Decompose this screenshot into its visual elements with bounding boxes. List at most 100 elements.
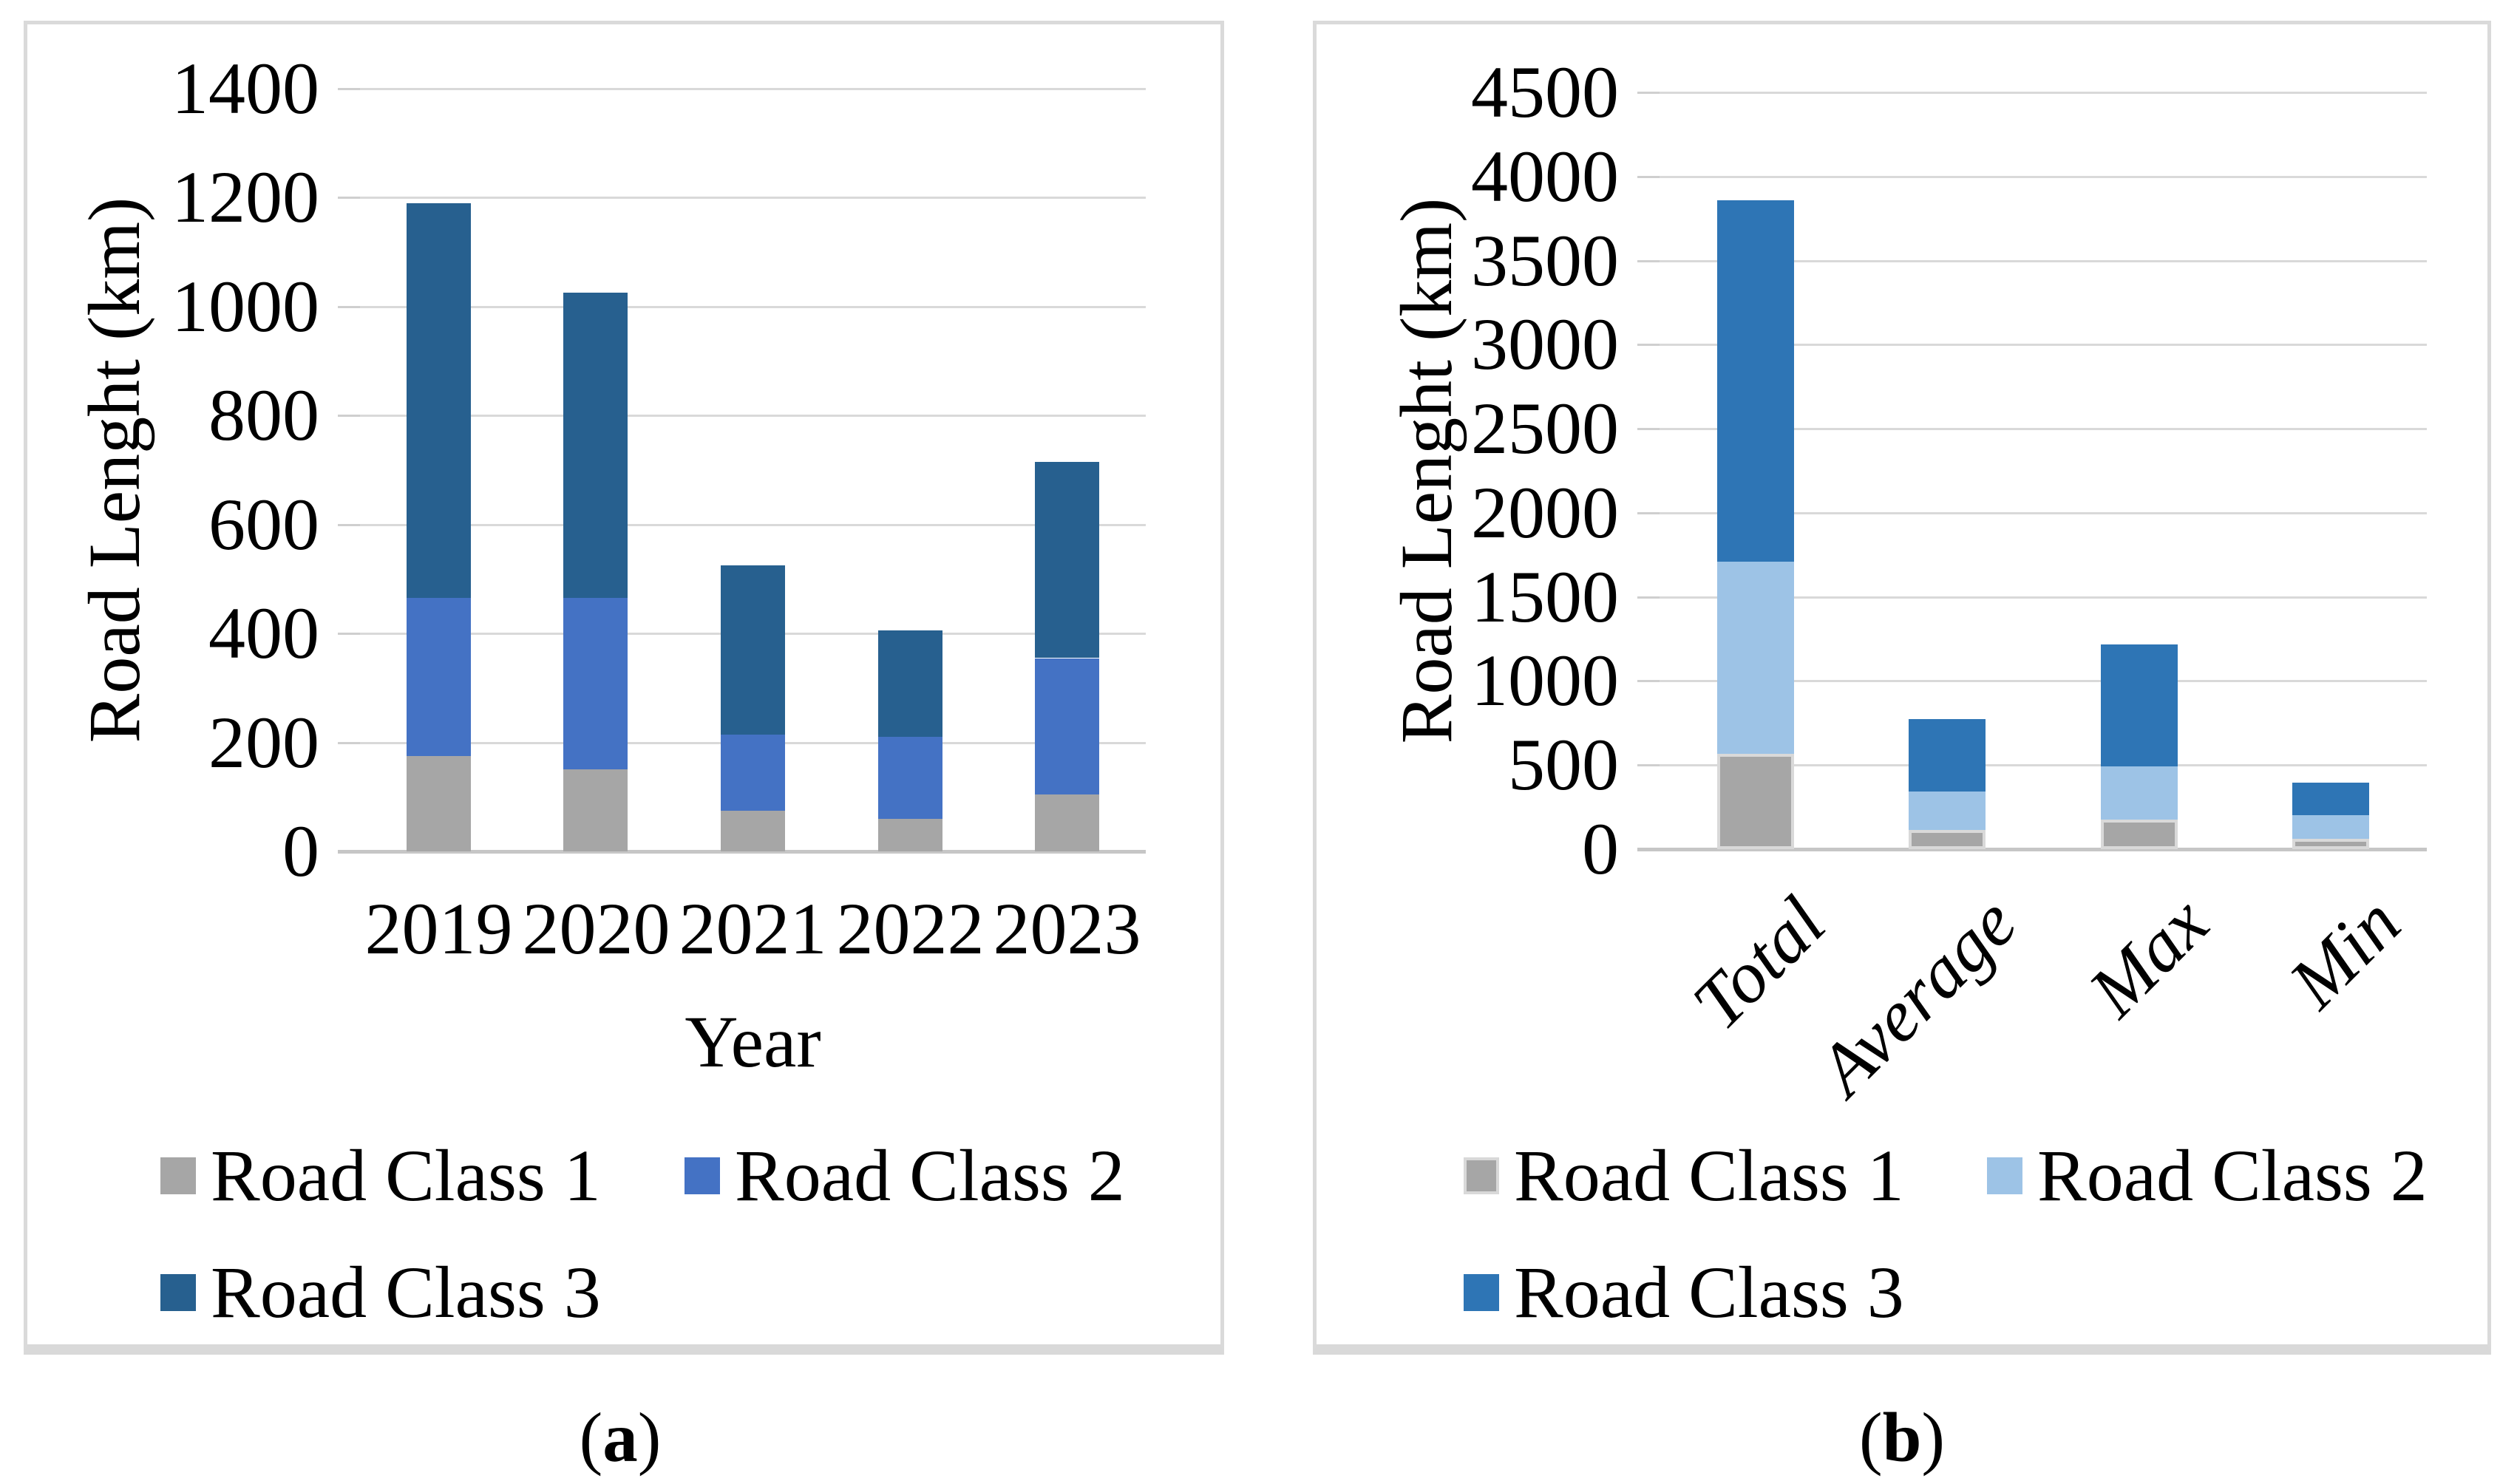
gridline: [1660, 428, 2427, 430]
bar-segment-b-Min-road-class-2: [2292, 815, 2369, 839]
gridline: [360, 415, 1146, 417]
caption-text: ): [637, 1398, 662, 1477]
y-tick-label: 1200: [171, 156, 319, 238]
gridline: [1660, 260, 2427, 262]
y-tick-label: 1500: [1471, 556, 1619, 638]
x-axis-title-a: Year: [685, 1001, 821, 1083]
bar-segment-a-2019-road-class-2: [407, 598, 471, 756]
gridline: [360, 197, 1146, 199]
x-category-label-text: Min: [2273, 881, 2416, 1024]
bar-segment-a-2019-road-class-3: [407, 203, 471, 598]
gridline: [360, 88, 1146, 90]
y-axis-tick: [1637, 764, 1660, 766]
legend-item-a-road-class-1: Road Class 1: [160, 1135, 601, 1216]
x-category-label: 2022: [836, 888, 985, 970]
bar-segment-a-2022-road-class-2: [878, 737, 942, 819]
bar-segment-b-Total-road-class-2: [1717, 561, 1794, 754]
bar-segment-a-2021-road-class-1: [721, 811, 785, 851]
x-axis-line: [1637, 848, 2427, 851]
y-tick-label: 500: [1508, 724, 1619, 806]
y-tick-label: 0: [282, 810, 319, 892]
y-tick-label: 2500: [1471, 387, 1619, 469]
legend-label: Road Class 1: [211, 1134, 601, 1216]
bar-segment-a-2021-road-class-2: [721, 735, 785, 811]
y-tick-label: 1000: [171, 265, 319, 347]
y-axis-tick: [338, 306, 360, 308]
y-tick-label: 800: [208, 374, 319, 456]
legend-label: Road Class 3: [211, 1251, 601, 1333]
x-category-label: 2023: [993, 888, 1141, 970]
y-axis-tick: [338, 88, 360, 90]
bar-segment-a-2022-road-class-3: [878, 630, 942, 737]
caption-text: ): [1921, 1398, 1946, 1477]
y-axis-tick: [1637, 596, 1660, 599]
legend-label: Road Class 2: [735, 1134, 1125, 1216]
caption-b: (b): [1754, 1397, 2050, 1478]
y-axis-tick: [338, 197, 360, 199]
legend-label: Road Class 3: [1514, 1251, 1904, 1333]
bar-segment-a-2023-road-class-2: [1035, 658, 1099, 794]
bar-segment-b-Min-road-class-3: [2292, 783, 2369, 815]
caption-text: (: [579, 1398, 603, 1477]
caption-letter: b: [1882, 1398, 1922, 1477]
caption-text: (: [1858, 1398, 1883, 1477]
bar-segment-a-2021-road-class-3: [721, 565, 785, 735]
gridline: [360, 306, 1146, 308]
legend-item-b-road-class-3: Road Class 3: [1464, 1252, 1904, 1333]
y-axis-tick: [338, 524, 360, 526]
legend-label: Road Class 1: [1514, 1134, 1904, 1216]
legend-swatch-road-class-3-icon: [160, 1274, 196, 1311]
y-axis-tick: [338, 415, 360, 417]
legend-item-b-road-class-1: Road Class 1: [1464, 1135, 1904, 1216]
legend-swatch-road-class-2-icon: [685, 1157, 720, 1194]
y-axis-tick: [1637, 176, 1660, 178]
x-category-label-rotated: Min: [2046, 880, 2416, 1023]
legend-item-b-road-class-2: Road Class 2: [1987, 1135, 2428, 1216]
y-axis-tick: [1637, 260, 1660, 262]
gridline: [1660, 512, 2427, 514]
x-category-label: 2021: [679, 888, 827, 970]
bar-segment-b-Min-road-class-1: [2292, 839, 2369, 849]
y-tick-label: 1000: [1471, 639, 1619, 721]
plot-area-a: [338, 88, 1146, 854]
bar-segment-a-2020-road-class-2: [563, 598, 628, 769]
bar-segment-b-Average-road-class-1: [1909, 830, 1986, 849]
bar-segment-b-Total-road-class-1: [1717, 754, 1794, 849]
y-tick-label: 1400: [171, 47, 319, 129]
bar-segment-a-2023-road-class-1: [1035, 794, 1099, 851]
y-tick-label: 3000: [1471, 303, 1619, 385]
legend-label: Road Class 2: [2037, 1134, 2428, 1216]
bar-segment-b-Average-road-class-3: [1909, 719, 1986, 792]
caption-a: (a): [472, 1397, 768, 1478]
x-category-label: 2020: [522, 888, 670, 970]
legend-item-a-road-class-3: Road Class 3: [160, 1252, 601, 1333]
bar-segment-a-2022-road-class-1: [878, 819, 942, 851]
bar-segment-b-Max-road-class-3: [2101, 644, 2178, 766]
y-axis-tick: [1637, 428, 1660, 430]
y-tick-label: 2000: [1471, 472, 1619, 554]
y-tick-label: 600: [208, 483, 319, 565]
legend-swatch-road-class-1-icon: [160, 1157, 196, 1194]
y-tick-label: 0: [1582, 808, 1619, 890]
y-tick-label: 200: [208, 701, 319, 783]
panel-b: Road Lenght (km) Road Class 1 Road Class…: [1313, 21, 2491, 1355]
bar-segment-b-Average-road-class-2: [1909, 792, 1986, 830]
gridline: [1660, 764, 2427, 766]
y-tick-label: 3500: [1471, 219, 1619, 302]
gridline: [1660, 596, 2427, 599]
y-axis-tick: [1637, 512, 1660, 514]
y-tick-label: 4500: [1471, 51, 1619, 133]
caption-letter: a: [602, 1398, 638, 1477]
y-axis-tick: [1637, 680, 1660, 682]
legend-swatch-road-class-3-icon: [1464, 1274, 1499, 1311]
gridline: [1660, 92, 2427, 94]
panel-a: Road Lenght (km) Year Road Class 1 Road …: [24, 21, 1224, 1355]
bar-segment-a-2020-road-class-1: [563, 769, 628, 851]
y-tick-label: 4000: [1471, 135, 1619, 217]
plot-area-b: [1637, 92, 2427, 851]
bar-segment-b-Total-road-class-3: [1717, 200, 1794, 562]
bar-segment-a-2019-road-class-1: [407, 756, 471, 851]
legend-item-a-road-class-2: Road Class 2: [685, 1135, 1125, 1216]
legend-swatch-road-class-2-icon: [1987, 1157, 2022, 1194]
